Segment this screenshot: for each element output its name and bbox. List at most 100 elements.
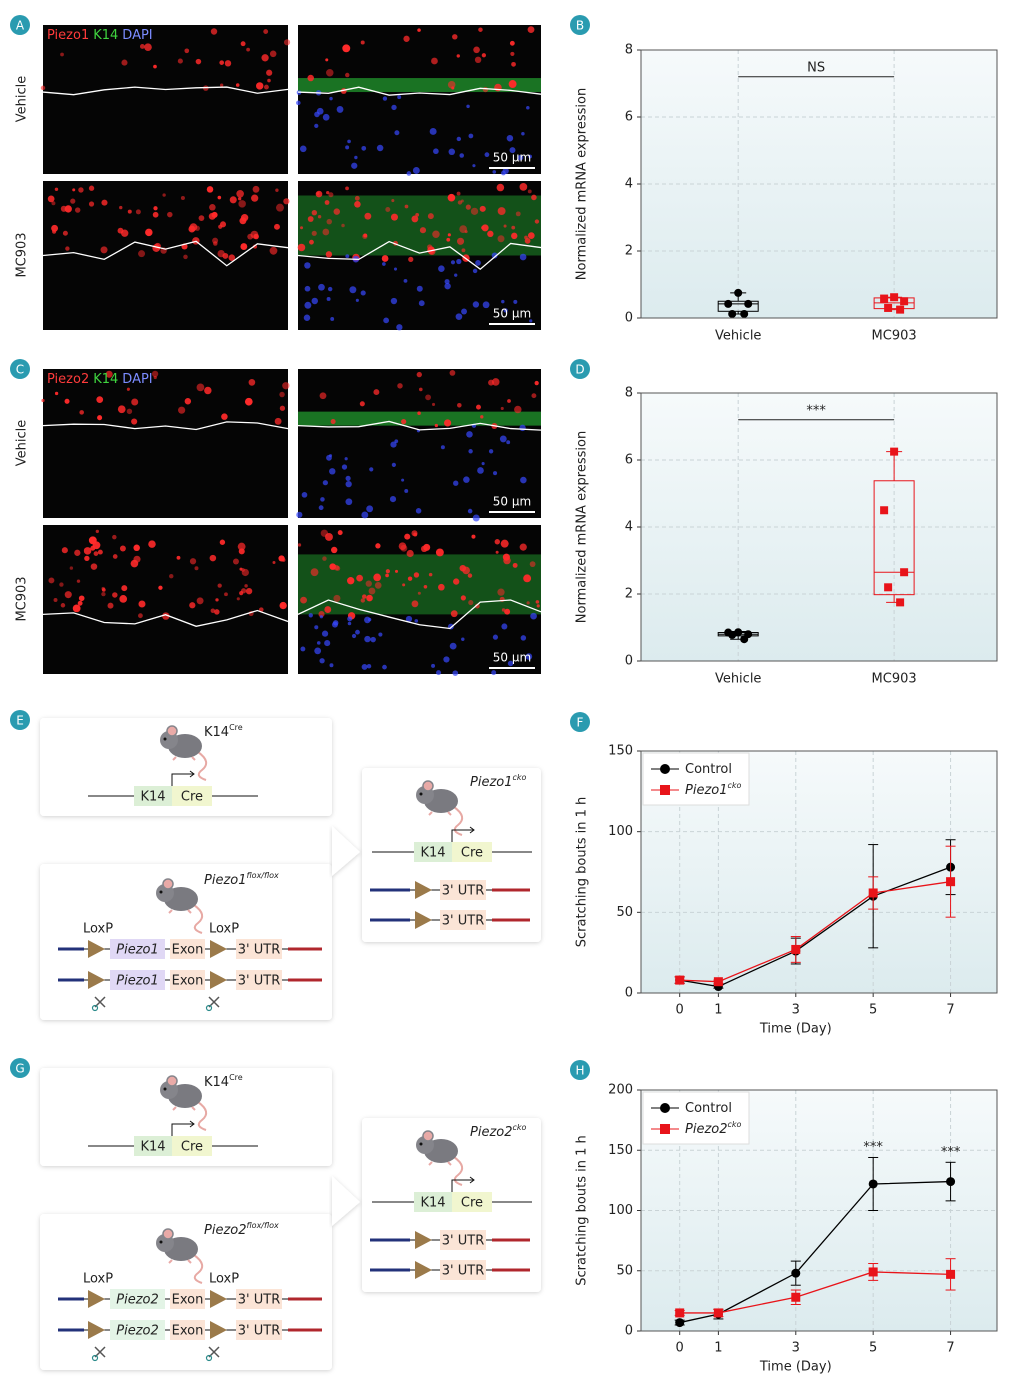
red-signal: [162, 612, 170, 620]
panel-badge: [10, 15, 30, 35]
dapi-signal: [345, 480, 352, 488]
red-signal: [411, 600, 419, 608]
dapi-signal: [492, 634, 499, 640]
red-signal: [406, 549, 414, 558]
marker: [880, 506, 889, 515]
promoter-label-box: [414, 842, 452, 862]
red-signal: [456, 54, 460, 58]
red-signal: [269, 50, 277, 58]
red-signal: [121, 229, 129, 237]
panel-badge: [10, 1058, 30, 1078]
genotype-label: Piezo2flox/flox: [204, 1221, 279, 1238]
marker: [660, 1103, 670, 1113]
x-tick-label: Vehicle: [715, 329, 762, 344]
red-signal: [497, 207, 506, 216]
dapi-signal: [336, 106, 344, 113]
gene-label: Cre: [461, 846, 483, 861]
legend-name: Control: [685, 1101, 732, 1116]
box: [873, 480, 915, 596]
red-signal: [512, 562, 518, 568]
red-signal: [531, 194, 537, 201]
red-signal: [228, 254, 236, 261]
scale-bar-label: 50 μm: [493, 151, 531, 165]
dapi-signal: [520, 635, 527, 641]
red-signal: [126, 408, 133, 415]
red-signal: [88, 185, 95, 191]
dapi-signal: [444, 279, 450, 285]
utr-label-box: [236, 1289, 282, 1309]
marker: [734, 288, 743, 297]
dapi-signal: [329, 468, 336, 475]
dapi-signal: [414, 619, 419, 623]
genotype-superscript: flox/flox: [247, 1221, 280, 1230]
significance-label: ***: [863, 1140, 883, 1155]
marker: [675, 975, 685, 985]
red-signal: [324, 200, 330, 205]
image-bg: [43, 181, 288, 330]
red-signal: [534, 219, 540, 224]
red-signal: [138, 600, 146, 608]
marker: [724, 299, 733, 308]
legend-label: Piezo2cko: [685, 1120, 742, 1137]
promoter-arrow: [451, 826, 475, 842]
red-signal: [47, 195, 55, 203]
genotype-name: Piezo2: [204, 1223, 247, 1238]
x-tick-label: 3: [792, 1003, 800, 1018]
dapi-signal: [318, 283, 325, 291]
red-signal: [457, 402, 462, 408]
dapi-signal: [397, 95, 402, 100]
red-signal: [502, 553, 510, 561]
red-signal: [235, 83, 240, 87]
mouse-tail: [193, 1254, 204, 1284]
stain-name: Piezo2: [47, 372, 89, 387]
red-signal: [274, 417, 282, 425]
dapi-signal: [499, 435, 507, 443]
exon-label: Exon: [172, 943, 204, 958]
red-signal: [364, 212, 372, 220]
dapi-signal: [319, 615, 324, 619]
red-signal: [239, 217, 247, 225]
utr-label: 3' UTR: [238, 1324, 280, 1339]
red-signal: [240, 243, 248, 250]
mouse-foot: [168, 909, 173, 914]
exon-label: Exon: [172, 1324, 204, 1339]
red-signal: [345, 72, 350, 78]
plot-frame: [640, 1089, 998, 1332]
dapi-signal: [396, 324, 403, 331]
marker: [791, 944, 801, 954]
legend: [642, 752, 750, 806]
red-signal: [279, 405, 286, 411]
dapi-signal: [296, 100, 301, 106]
dapi-signal: [519, 253, 527, 261]
micrograph: 50 μm: [297, 525, 542, 676]
red-signal: [423, 543, 431, 551]
scissors-ring: [205, 1354, 213, 1362]
red-signal: [70, 198, 76, 204]
red-signal: [423, 584, 428, 589]
mouse-ear: [162, 878, 174, 890]
red-signal: [337, 530, 343, 536]
panel-label: D: [575, 363, 584, 377]
dapi-signal: [406, 171, 412, 176]
dapi-signal: [472, 301, 480, 308]
dapi-signal: [431, 663, 436, 668]
loxp-triangle: [415, 881, 432, 899]
dapi-signal: [370, 636, 376, 643]
x-tick-label: 0: [676, 1003, 684, 1018]
red-signal: [48, 577, 55, 584]
red-signal: [133, 544, 140, 552]
k14-band: [298, 195, 541, 256]
red-signal: [432, 402, 436, 406]
red-signal: [240, 41, 246, 47]
red-signal: [495, 550, 499, 554]
mouse-eye: [419, 1142, 423, 1146]
red-signal: [130, 559, 139, 568]
dapi-signal: [390, 297, 398, 305]
red-signal: [211, 211, 218, 218]
micrograph: 50 μm: [296, 25, 542, 176]
red-signal: [184, 398, 192, 405]
red-signal: [416, 371, 422, 378]
dapi-signal: [314, 647, 322, 655]
dapi-signal: [491, 670, 497, 676]
